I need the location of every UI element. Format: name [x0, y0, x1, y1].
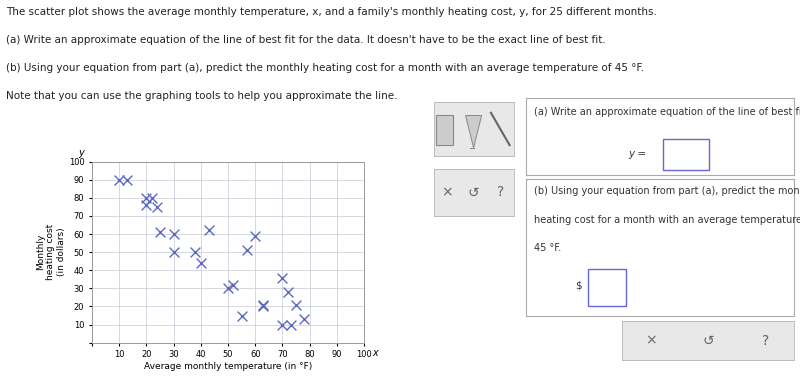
- Point: [276, 321, 289, 328]
- Point: [298, 316, 310, 322]
- Point: [284, 321, 297, 328]
- Point: [241, 247, 254, 253]
- Point: [222, 285, 234, 291]
- Point: [249, 233, 262, 239]
- Text: ×: ×: [646, 334, 657, 348]
- Point: [140, 195, 153, 201]
- Point: [121, 177, 134, 183]
- Y-axis label: Monthly
heating cost
(in dollars): Monthly heating cost (in dollars): [36, 224, 66, 280]
- Point: [194, 260, 207, 266]
- Text: ?: ?: [497, 186, 504, 199]
- Point: [113, 177, 126, 183]
- Point: [140, 202, 153, 208]
- Point: [257, 303, 270, 310]
- Point: [290, 301, 302, 308]
- Point: [257, 301, 270, 308]
- Point: [276, 275, 289, 281]
- Text: (a) Write an approximate equation of the line of best fit for the data. It doesn: (a) Write an approximate equation of the…: [6, 35, 606, 45]
- Point: [202, 228, 215, 234]
- Text: 45 °F.: 45 °F.: [534, 243, 562, 253]
- Point: [227, 282, 240, 288]
- Point: [167, 231, 180, 237]
- Text: x: x: [372, 348, 378, 358]
- Text: Note that you can use the graphing tools to help you approximate the line.: Note that you can use the graphing tools…: [6, 91, 398, 101]
- Text: ↺: ↺: [702, 334, 714, 348]
- Text: y =: y =: [628, 149, 650, 159]
- Text: (a) Write an approximate equation of the line of best fit.: (a) Write an approximate equation of the…: [534, 107, 800, 117]
- Point: [282, 289, 294, 295]
- FancyBboxPatch shape: [663, 139, 709, 170]
- Text: $: $: [574, 281, 582, 291]
- Text: y: y: [78, 148, 84, 158]
- X-axis label: Average monthly temperature (in °F): Average monthly temperature (in °F): [144, 362, 312, 371]
- Text: ×: ×: [441, 186, 453, 199]
- Text: The scatter plot shows the average monthly temperature, x, and a family's monthl: The scatter plot shows the average month…: [6, 7, 658, 17]
- Bar: [436, 116, 453, 145]
- Point: [151, 204, 164, 210]
- Text: (b) Using your equation from part (a), predict the monthly: (b) Using your equation from part (a), p…: [534, 186, 800, 196]
- Point: [167, 249, 180, 255]
- Point: [146, 195, 158, 201]
- Point: [235, 313, 248, 319]
- Point: [189, 249, 202, 255]
- Text: (b) Using your equation from part (a), predict the monthly heating cost for a mo: (b) Using your equation from part (a), p…: [6, 63, 645, 73]
- Text: ↺: ↺: [468, 186, 479, 199]
- Point: [154, 229, 166, 235]
- FancyBboxPatch shape: [588, 269, 626, 306]
- Polygon shape: [466, 116, 482, 148]
- Text: ?: ?: [762, 334, 770, 348]
- Text: heating cost for a month with an average temperature of: heating cost for a month with an average…: [534, 214, 800, 224]
